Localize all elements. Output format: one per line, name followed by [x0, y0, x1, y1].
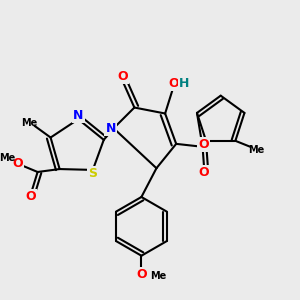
- Text: H: H: [179, 77, 189, 90]
- Text: Me: Me: [248, 145, 265, 154]
- Text: Me: Me: [150, 271, 166, 281]
- Text: O: O: [117, 70, 128, 83]
- Text: S: S: [88, 167, 97, 180]
- Text: Me: Me: [21, 118, 37, 128]
- Text: O: O: [25, 190, 36, 203]
- Text: N: N: [106, 122, 116, 135]
- Text: O: O: [136, 268, 147, 281]
- Text: N: N: [73, 109, 83, 122]
- Text: O: O: [199, 166, 209, 179]
- Text: O: O: [13, 157, 23, 170]
- Text: O: O: [198, 138, 209, 151]
- Text: Me: Me: [0, 153, 16, 163]
- Text: O: O: [169, 77, 179, 90]
